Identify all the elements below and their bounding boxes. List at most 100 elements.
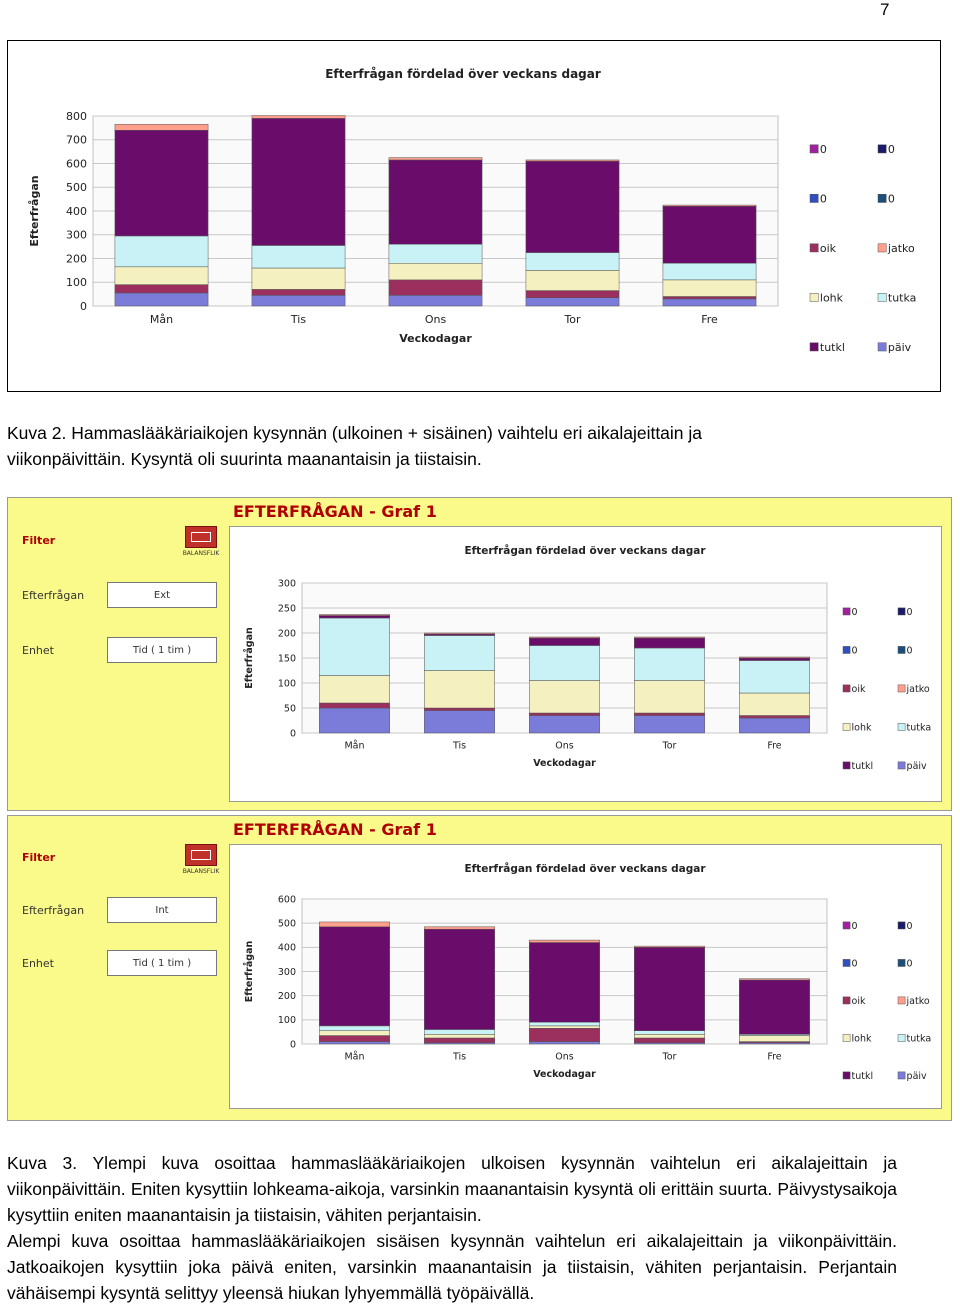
chart-title: Efterfrågan fördelad över veckans dagar	[464, 544, 706, 557]
legend-swatch	[897, 959, 906, 967]
legend-swatch	[897, 646, 906, 654]
bar-segment-oik	[529, 1028, 600, 1042]
bar-segment-oik	[739, 715, 810, 719]
bar-segment-oik	[319, 1035, 390, 1042]
x-tick-label: Mån	[150, 313, 173, 326]
y-axis-label: Efterfrågan	[28, 175, 41, 246]
x-tick-label: Mån	[344, 1052, 364, 1063]
chart-total-demand: Efterfrågan fördelad över veckans dagar 0…	[7, 40, 941, 392]
y-tick-label: 200	[278, 628, 296, 639]
bar-segment-päiv	[662, 298, 757, 307]
bar-segment-tutka	[114, 235, 209, 268]
caption-kuva-2: Kuva 2. Hammaslääkäriaikojen kysynnän (u…	[7, 420, 897, 472]
y-tick-label: 50	[284, 703, 296, 714]
bar-segment-jatko	[529, 636, 600, 639]
legend-label: 0	[888, 143, 895, 156]
bar-segment-tutka	[739, 660, 810, 694]
x-tick-label: Ons	[555, 1052, 573, 1063]
bar-segment-jatko	[424, 926, 495, 930]
legend-label: päiv	[907, 761, 927, 772]
bar-segment-tutkl	[662, 206, 757, 264]
bar-segment-lohk	[114, 266, 209, 285]
bar-segment-tutkl	[114, 130, 209, 237]
legend-label: 0	[907, 921, 913, 932]
legend-swatch	[809, 293, 819, 302]
legend-swatch	[897, 1034, 906, 1042]
efterfragan-field[interactable]: Ext	[107, 582, 217, 608]
bar-segment-lohk	[251, 267, 346, 290]
page-number: 7	[880, 0, 890, 19]
legend-label: 0	[820, 193, 827, 206]
bar-segment-lohk	[634, 1034, 705, 1039]
bar-segment-oik	[634, 1037, 705, 1044]
bar-segment-oik	[319, 702, 390, 709]
bar-segment-tutka	[662, 263, 757, 281]
chart-external-demand-svg: Efterfrågan fördelad över veckans dagar 0…	[244, 544, 931, 772]
legend-label: 0	[852, 607, 858, 618]
bar-segment-jatko	[634, 945, 705, 948]
legend-swatch	[842, 959, 851, 967]
x-tick-label: Tor	[662, 741, 677, 752]
panel-title: EFTERFRÅGAN - Graf 1	[233, 820, 437, 839]
legend-label: 0	[907, 607, 913, 618]
bar-segment-tutka	[319, 617, 390, 676]
enhet-field[interactable]: Tid ( 1 tim )	[107, 950, 217, 976]
y-tick-label: 100	[278, 678, 296, 689]
panel-title: EFTERFRÅGAN - Graf 1	[233, 502, 437, 521]
bar-segment-tutkl	[525, 160, 620, 253]
legend-swatch	[877, 243, 887, 253]
bar-segment-tutka	[424, 1029, 495, 1035]
y-tick-label: 250	[278, 603, 296, 614]
legend-swatch	[842, 761, 851, 770]
bar-segment-jatko	[114, 124, 209, 131]
bar-segment-tutkl	[739, 979, 810, 1035]
legend-swatch	[877, 293, 887, 302]
legend-label: 0	[820, 143, 827, 156]
legend-label: jatko	[887, 242, 915, 255]
x-tick-label: Tor	[662, 1052, 677, 1063]
bar-segment-lohk	[529, 680, 600, 714]
bar-segment-päiv	[319, 707, 390, 734]
caption-3-paragraph-2: Alempi kuva osoittaa hammaslääkäriaikoje…	[7, 1231, 897, 1303]
legend-swatch	[877, 342, 887, 352]
y-tick-label: 100	[66, 276, 87, 289]
bar-segment-päiv	[251, 295, 346, 307]
x-tick-label: Mån	[344, 741, 364, 752]
efterfragan-field[interactable]: Int	[107, 897, 217, 923]
bar-segment-oik	[424, 1037, 495, 1044]
bar-segment-jatko	[525, 159, 620, 162]
legend-swatch	[842, 1071, 851, 1080]
legend-label: jatko	[906, 996, 930, 1007]
y-tick-label: 500	[66, 181, 87, 194]
bar-segment-tutka	[388, 244, 483, 264]
bar-segment-oik	[388, 279, 483, 296]
bar-segment-päiv	[634, 715, 705, 734]
x-tick-label: Fre	[767, 741, 781, 752]
legend-label: lohk	[820, 292, 844, 305]
bar-segment-tutkl	[739, 657, 810, 661]
legend-label: päiv	[907, 1071, 927, 1082]
balansflik-icon	[185, 526, 217, 548]
balansflik-icon	[185, 844, 217, 866]
x-tick-label: Ons	[425, 313, 447, 326]
balansflik-logo[interactable]: BALANSFLIK	[176, 526, 226, 557]
legend-swatch	[842, 684, 851, 693]
balansflik-logo[interactable]: BALANSFLIK	[176, 844, 226, 875]
legend-swatch	[809, 243, 819, 253]
bar-segment-tutkl	[251, 118, 346, 246]
legend-swatch	[897, 761, 906, 770]
bar-segment-lohk	[319, 1030, 390, 1036]
y-axis-label: Efterfrågan	[244, 941, 255, 1003]
bar-segment-lohk	[529, 1025, 600, 1029]
legend-label: lohk	[852, 1034, 872, 1045]
y-tick-label: 0	[290, 1039, 296, 1050]
bar-segment-lohk	[388, 263, 483, 281]
bar-segment-päiv	[114, 292, 209, 307]
bar-segment-jatko	[319, 614, 390, 616]
legend-swatch	[809, 144, 819, 154]
x-axis-label: Veckodagar	[533, 1069, 596, 1080]
y-axis-label: Efterfrågan	[244, 627, 255, 689]
bar-segment-tutka	[251, 245, 346, 269]
enhet-field[interactable]: Tid ( 1 tim )	[107, 637, 217, 663]
legend-label: tutkl	[820, 341, 845, 354]
